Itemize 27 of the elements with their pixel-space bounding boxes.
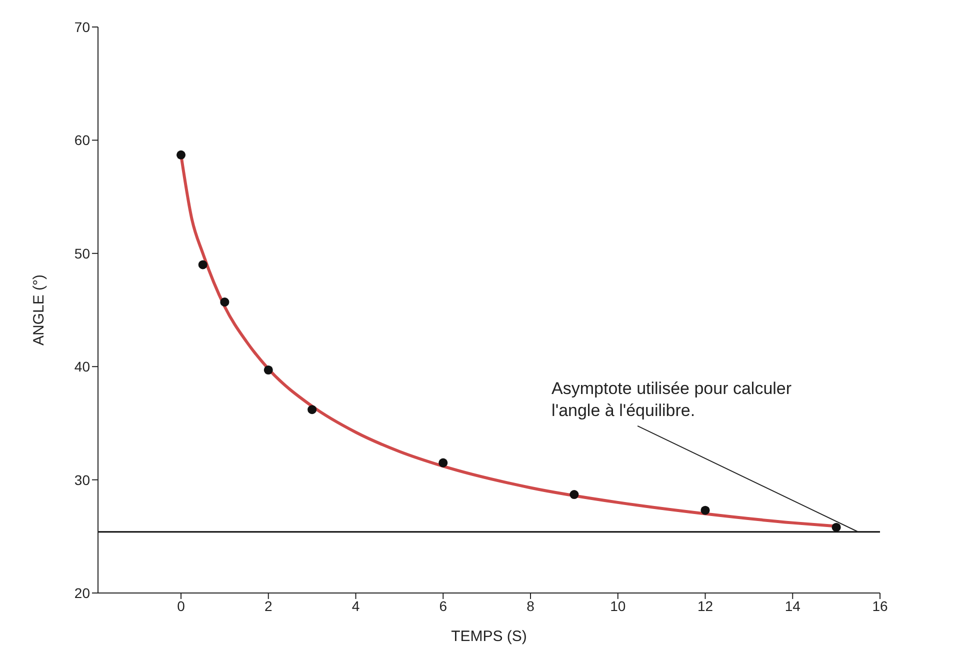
x-tick-label: 4 [352,598,360,614]
y-axis-title: ANGLE (°) [30,274,48,346]
x-tick-label: 16 [872,598,888,614]
point [308,405,317,414]
x-tick-label: 2 [264,598,272,614]
y-tick-label: 70 [74,18,90,35]
y-tick-label: 40 [74,358,90,375]
x-tick-label: 0 [177,598,186,614]
y-tick-label: 50 [74,245,90,262]
x-tick-label: 12 [697,598,714,614]
y-tick-label: 20 [74,584,90,601]
point [832,522,841,532]
point [570,490,579,500]
point [198,260,208,270]
x-tick-label: 14 [784,598,801,614]
point [264,365,273,374]
x-tick-label: 10 [610,598,626,614]
annotation: Asymptote utilisée pour calculer l'angle à l'équilibre. [552,378,793,422]
point [700,506,710,515]
x-axis-title: TEMPS (S) [451,628,527,645]
point [176,150,186,160]
y-tick-label: 60 [74,132,90,148]
y-tick-label: 30 [74,472,90,488]
x-tick-label: 8 [526,598,535,614]
point [220,298,230,307]
x-tick-label: 6 [439,598,448,614]
point [438,458,448,468]
